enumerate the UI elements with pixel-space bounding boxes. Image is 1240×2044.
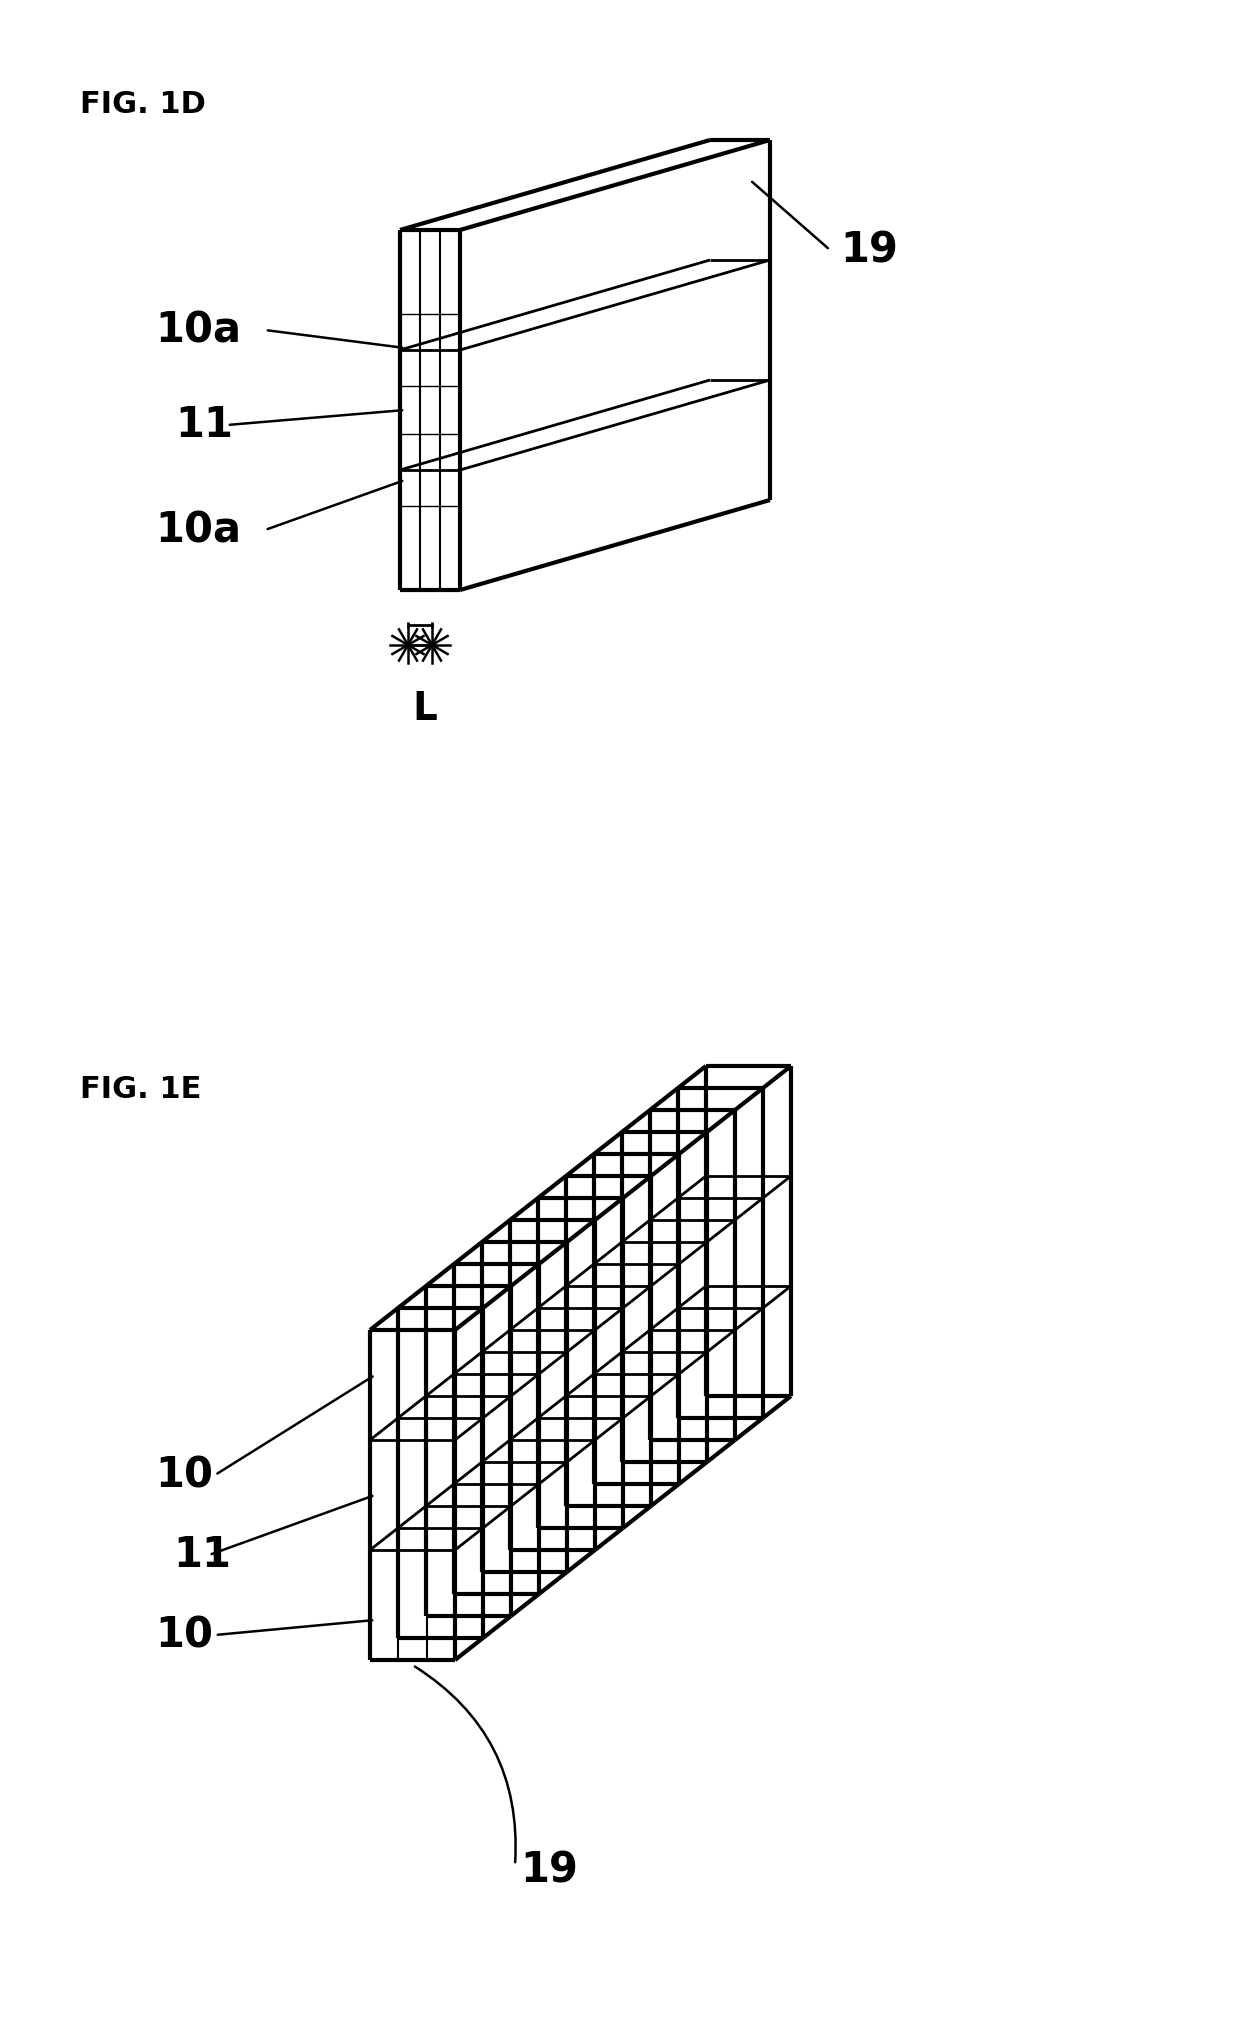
Text: 19: 19 <box>520 1850 578 1891</box>
Text: FIG. 1E: FIG. 1E <box>81 1075 201 1104</box>
Text: L: L <box>413 691 438 728</box>
Text: 10a: 10a <box>155 309 241 352</box>
Text: 10: 10 <box>155 1453 213 1496</box>
Text: FIG. 1D: FIG. 1D <box>81 90 206 119</box>
Text: 11: 11 <box>175 405 233 446</box>
Text: 10a: 10a <box>155 509 241 552</box>
Text: 11: 11 <box>174 1533 231 1576</box>
Text: 10: 10 <box>155 1615 213 1656</box>
Text: 19: 19 <box>839 229 898 272</box>
